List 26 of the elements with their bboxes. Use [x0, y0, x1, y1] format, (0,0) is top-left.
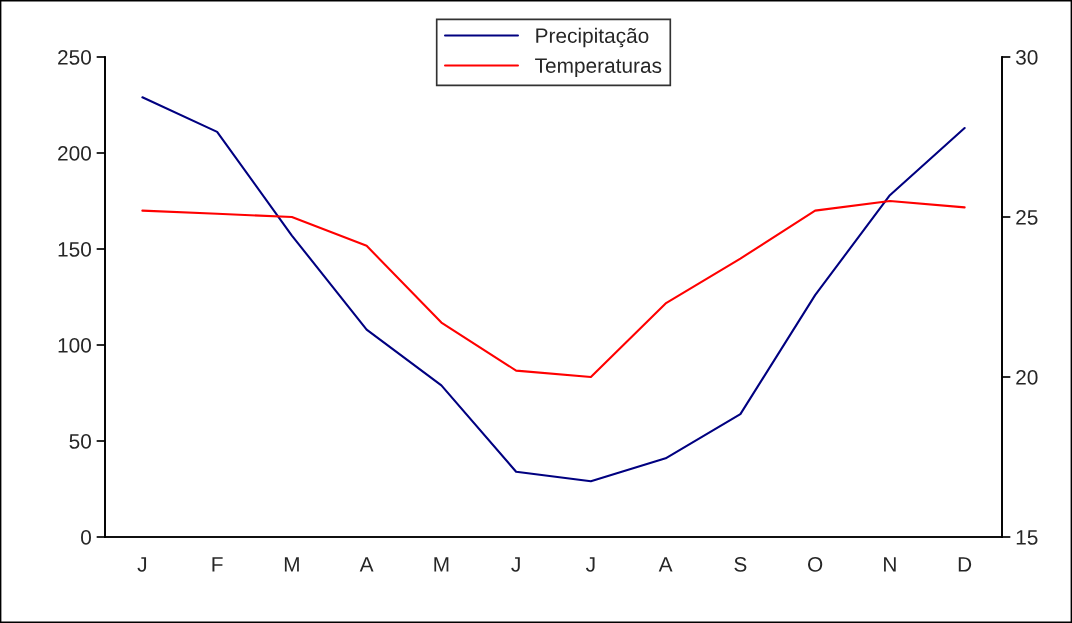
x-tick-label: J [511, 557, 520, 572]
y2-tick-label: 20 [1016, 370, 1038, 385]
y2-tick-label: 15 [1016, 530, 1038, 545]
x-tick-label: S [734, 556, 747, 572]
y-tick-label: 100 [58, 338, 91, 353]
x-tick-label: M [284, 557, 299, 572]
legend-label: Temperaturas [535, 58, 662, 78]
y-tick-label: 50 [69, 434, 91, 449]
x-tick-label: M [434, 557, 449, 572]
x-tick-label: D [958, 557, 972, 572]
y2-tick-label: 30 [1015, 50, 1038, 65]
x-tick-label: F [212, 557, 223, 572]
x-tick-label: N [884, 557, 896, 572]
line-series [141, 96, 966, 483]
legend-label: Precipitação [536, 27, 649, 48]
x-tick-label: A [658, 557, 673, 572]
y-tick-label: 0 [81, 530, 91, 545]
x-tick-label: J [137, 557, 147, 572]
x-tick-label: J [585, 557, 595, 572]
y2-tick-label: 25 [1016, 210, 1038, 225]
y-tick-label: 200 [58, 146, 91, 161]
x-tick-label: A [359, 557, 374, 572]
line-series [141, 199, 966, 379]
x-tick-label: O [808, 556, 823, 572]
y-tick-label: 150 [58, 242, 91, 257]
y-tick-label: 250 [58, 50, 91, 65]
